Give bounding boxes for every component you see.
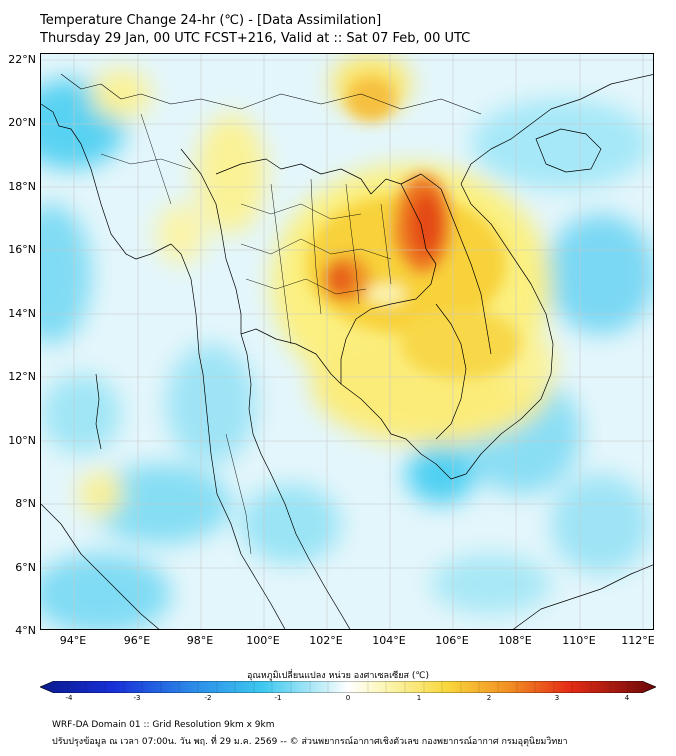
lon-label: 104°E: [372, 634, 406, 647]
lat-label: 22°N: [8, 53, 36, 66]
colorbar-tick: -2: [204, 694, 212, 702]
map-canvas: [41, 54, 653, 629]
lat-label: 10°N: [8, 434, 36, 447]
lon-label: 98°E: [186, 634, 214, 647]
colorbar-tick: 3: [554, 694, 560, 702]
lon-label: 112°E: [621, 634, 655, 647]
lat-label: 8°N: [15, 497, 36, 510]
lon-label: 108°E: [498, 634, 532, 647]
coastlines-and-borders: [41, 73, 653, 629]
lat-label: 12°N: [8, 370, 36, 383]
colorbar-tick: 0: [345, 694, 351, 702]
lat-label: 6°N: [15, 561, 36, 574]
copyright-note: ปรับปรุงข้อมูล ณ เวลา 07:00น. วัน พฤ. ที…: [52, 737, 568, 747]
colorbar-tick: -3: [133, 694, 141, 702]
map-title: Temperature Change 24-hr (℃) - [Data Ass…: [40, 13, 382, 28]
lon-label: 94°E: [59, 634, 87, 647]
lat-lon-gridlines: [41, 54, 653, 629]
temperature-change-map: [40, 53, 654, 630]
colorbar: [40, 681, 656, 693]
lat-label: 20°N: [8, 116, 36, 129]
lon-label: 96°E: [123, 634, 151, 647]
colorbar-label: อุณหภูมิเปลี่ยนแปลง หน่วย องศาเซลเซียส (…: [246, 671, 430, 681]
model-info: WRF-DA Domain 01 :: Grid Resolution 9km …: [52, 720, 275, 730]
lat-label: 4°N: [15, 624, 36, 637]
lat-label: 18°N: [8, 180, 36, 193]
colorbar-tick: -1: [274, 694, 282, 702]
map-subtitle: Thursday 29 Jan, 00 UTC FCST+216, Valid …: [40, 31, 471, 46]
lon-label: 110°E: [562, 634, 596, 647]
colorbar-tick: 4: [624, 694, 630, 702]
lon-label: 102°E: [309, 634, 343, 647]
lon-label: 106°E: [435, 634, 469, 647]
lon-label: 100°E: [246, 634, 280, 647]
temperature-field: [41, 54, 653, 629]
lat-label: 14°N: [8, 307, 36, 320]
colorbar-tick: -4: [65, 694, 73, 702]
colorbar-tick: 2: [486, 694, 492, 702]
colorbar-tick: 1: [416, 694, 422, 702]
lat-label: 16°N: [8, 243, 36, 256]
